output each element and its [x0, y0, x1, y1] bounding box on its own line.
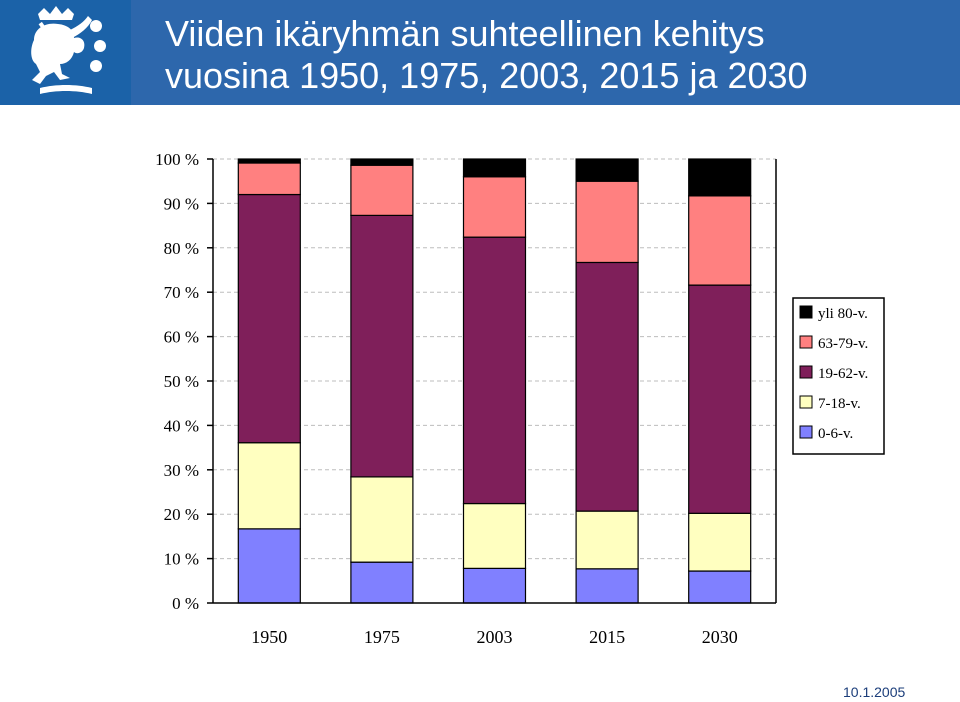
y-tick-label: 70 % [164, 283, 199, 302]
bar-segment [575, 261, 639, 512]
bar-segment [462, 176, 527, 238]
header: Viiden ikäryhmän suhteellinen kehitys vu… [0, 0, 960, 105]
y-tick-label: 30 % [164, 461, 199, 480]
date-stamp: 10.1.2005 [843, 684, 906, 700]
legend-swatch [799, 335, 813, 349]
page-title-line-1: Viiden ikäryhmän suhteellinen kehitys [165, 13, 765, 54]
bar-segment [575, 510, 639, 570]
bar-segment [350, 164, 414, 216]
bar-segment [575, 180, 639, 264]
bar-segment [462, 158, 527, 178]
legend-label: 63-79-v. [818, 336, 868, 352]
y-tick-label: 100 % [155, 150, 199, 169]
x-tick-label: 1950 [251, 627, 287, 647]
bar-segment [688, 284, 752, 514]
legend-swatch [799, 305, 813, 319]
legend-label: 19-62-v. [818, 366, 868, 382]
x-tick-label: 2003 [477, 627, 513, 647]
legend-swatch [799, 365, 813, 379]
y-tick-label: 20 % [164, 505, 199, 524]
x-tick-label: 2015 [589, 627, 625, 647]
bar-segment [237, 442, 301, 530]
bar-segment [350, 158, 414, 166]
title-banner: Viiden ikäryhmän suhteellinen kehitys vu… [131, 0, 960, 105]
bar-segment [237, 528, 301, 604]
logo-panel [0, 0, 131, 105]
bar-segment [350, 214, 414, 478]
legend-swatch [799, 425, 813, 439]
y-tick-label: 60 % [164, 328, 199, 347]
page-title-line-2: vuosina 1950, 1975, 2003, 2015 ja 2030 [165, 55, 808, 96]
x-tick-label: 2030 [702, 627, 738, 647]
legend-swatch [799, 395, 813, 409]
bar-segment [688, 570, 752, 604]
bar-segment [688, 195, 752, 286]
y-tick-label: 90 % [164, 194, 199, 213]
y-tick-label: 50 % [164, 372, 199, 391]
bar-segment [350, 476, 414, 563]
bar-segment [462, 236, 527, 505]
y-tick-label: 0 % [172, 594, 199, 613]
axes: 0 % 10 % 20 % 30 % 40 % 50 % 60 % 70 % 80 % 90 % 1… [155, 150, 777, 647]
bar-segment [575, 568, 639, 604]
x-tick-label: 1975 [364, 627, 400, 647]
legend-label: 7-18-v. [818, 396, 861, 412]
bar-segment [462, 567, 527, 604]
legend: yli 80-v. 63-79-v. 19-62-v. 7-18-v. 0-6-v. [792, 297, 885, 455]
bar-segment [350, 561, 414, 604]
coat-of-arms-logo-icon [31, 6, 106, 94]
y-tick-label: 80 % [164, 239, 199, 258]
bar-segment [237, 158, 301, 164]
bar-segment [237, 162, 301, 196]
bars [237, 158, 752, 604]
bar-segment [462, 502, 527, 569]
bar-segment [237, 193, 301, 444]
y-tick-label: 10 % [164, 550, 199, 569]
y-tick-label: 40 % [164, 416, 199, 435]
bar-segment [688, 158, 752, 197]
legend-label: 0-6-v. [818, 426, 853, 442]
bar-segment [688, 512, 752, 572]
bar-segment [575, 158, 639, 182]
legend-label: yli 80-v. [818, 306, 868, 322]
